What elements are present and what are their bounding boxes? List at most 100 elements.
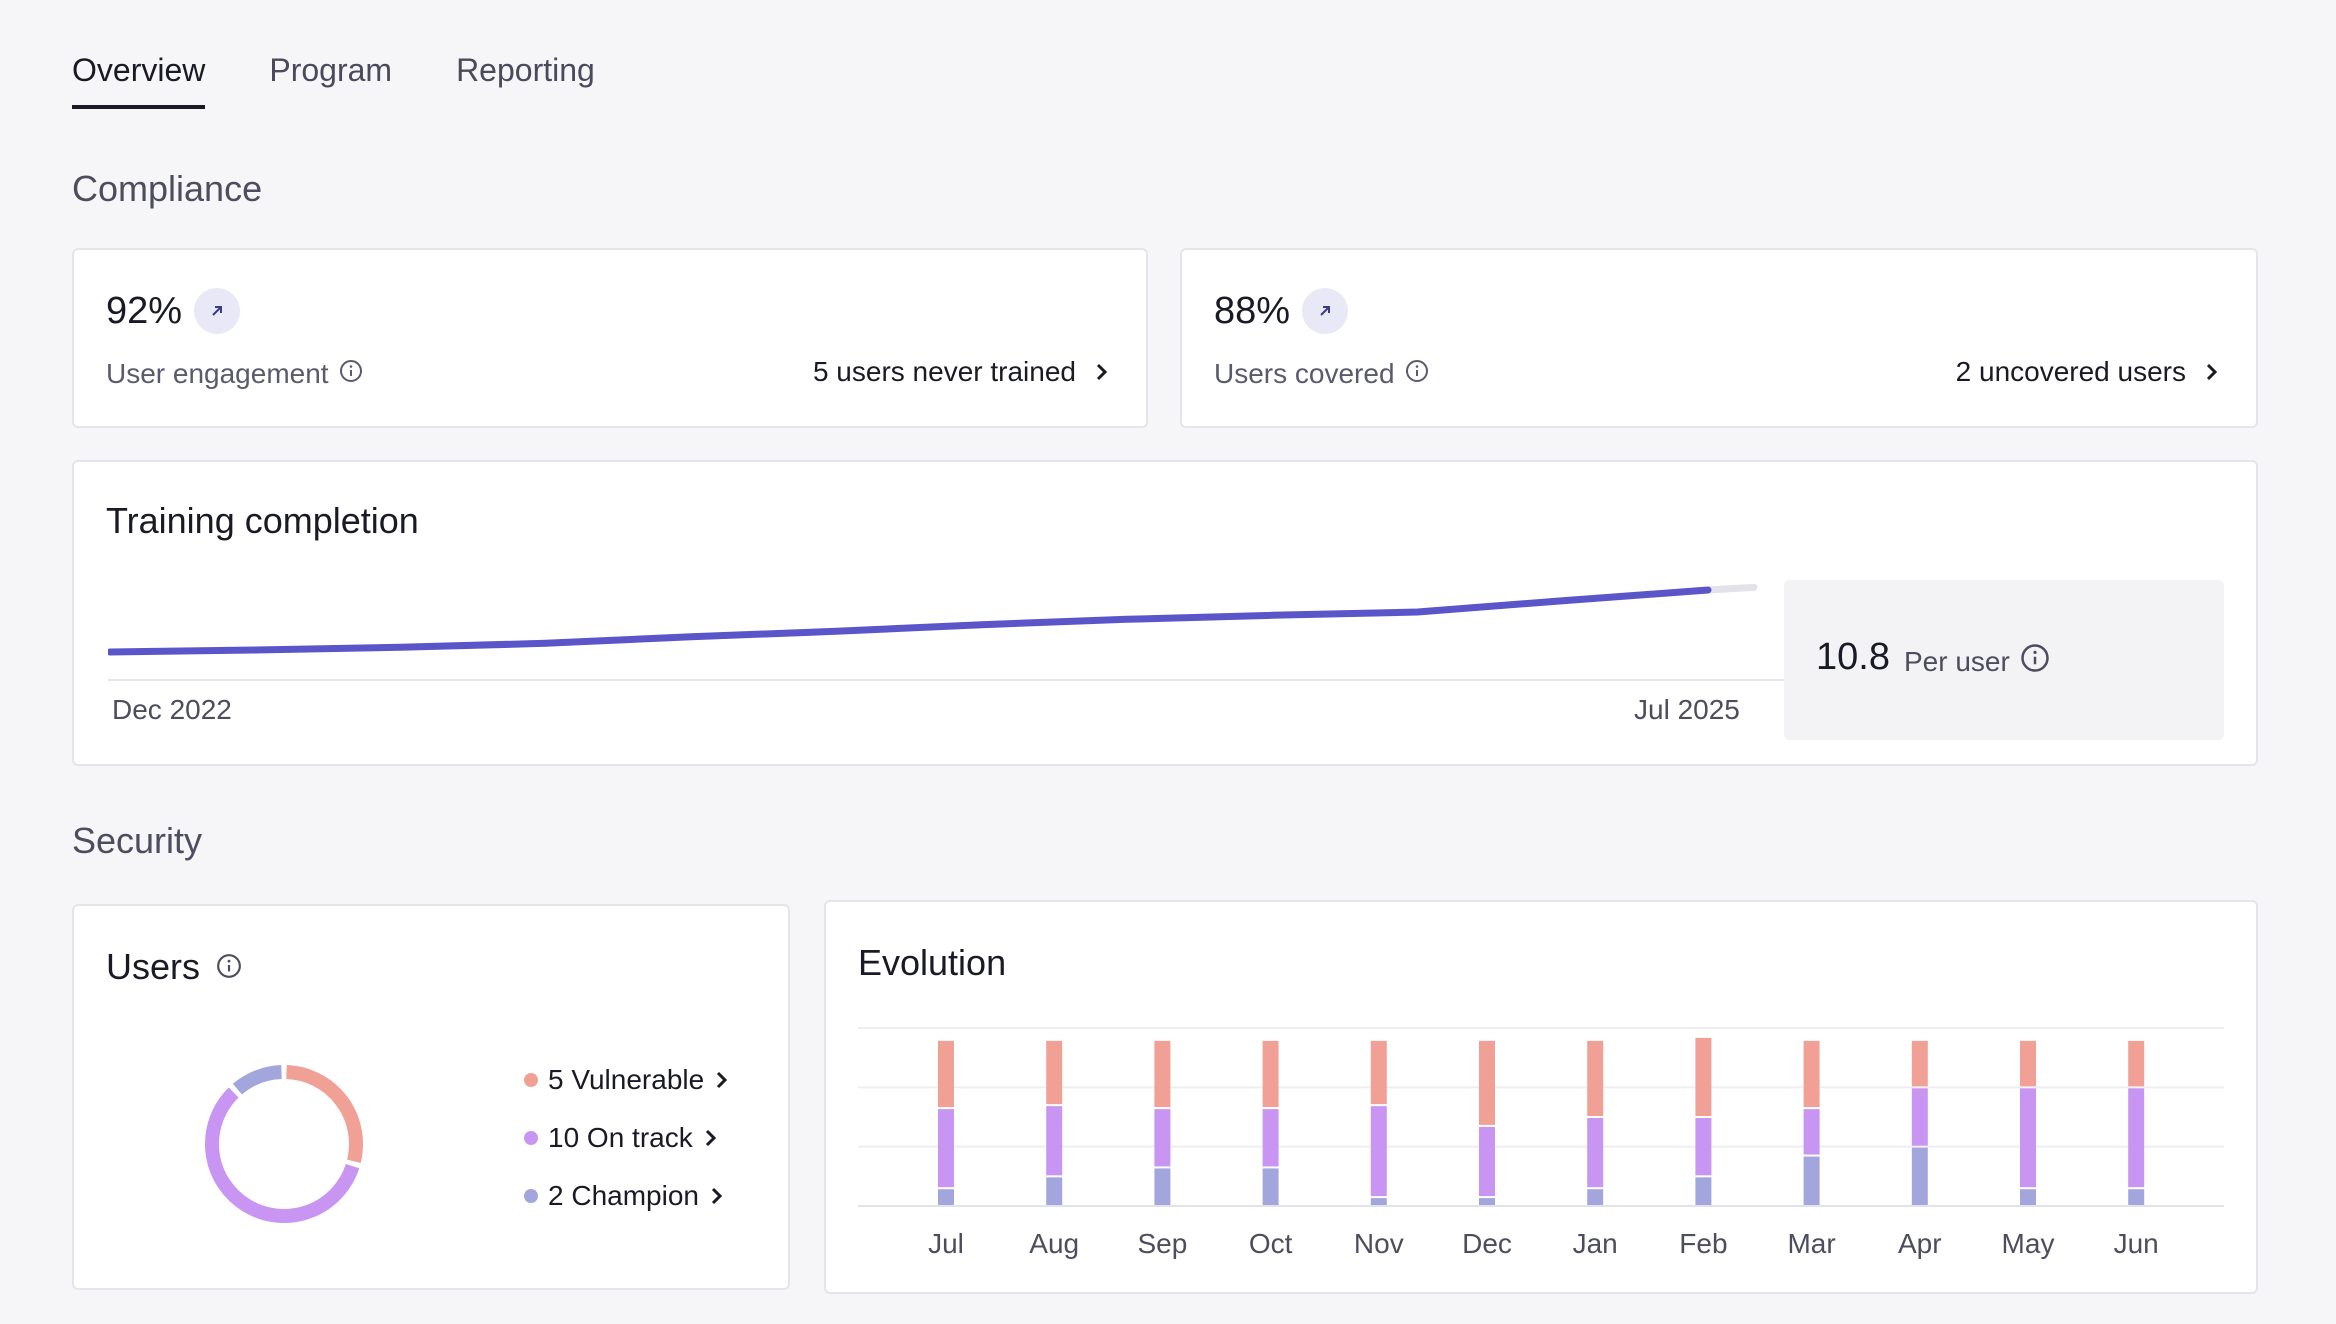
bar-on-track-aug [1046,1106,1063,1176]
bar-champion-jan [1587,1189,1604,1205]
chevron-right-icon [717,1071,728,1089]
tab-bar: Overview Program Reporting [72,52,595,109]
arrow-up-right-icon [194,288,241,334]
bar-vulnerable-nov [1370,1040,1387,1105]
evolution-bar-chart [858,1027,2224,1207]
month-label-sep: Sep [1137,1228,1188,1259]
month-label-aug: Aug [1029,1228,1080,1259]
legend-on-track-label: 10 On track [548,1122,693,1153]
uncovered-users-label: 2 uncovered users [1955,356,2186,387]
bar-champion-may [2020,1189,2036,1205]
coverage-metric: 88% [1214,288,1349,334]
donut-slice-champion [232,1065,283,1095]
info-icon[interactable] [1405,358,1429,390]
bar-champion-dec [1479,1198,1495,1205]
month-label-nov: Nov [1353,1228,1404,1259]
bar-champion-aug [1046,1177,1063,1205]
chevron-right-icon [711,1187,723,1205]
per-user-stat: 10.8 Per user [1784,580,2224,740]
bar-on-track-jul [938,1109,954,1188]
bar-vulnerable-may [2020,1040,2036,1087]
bar-on-track-jun [2128,1088,2145,1188]
info-icon[interactable] [2020,643,2050,680]
security-heading: Security [72,820,203,861]
on-track-dot [524,1131,538,1145]
bar-on-track-feb [1695,1118,1712,1176]
evolution-card: Evolution Jul Aug Sep Oct Nov Dec Jan Feb Mar Apr… [824,900,2258,1294]
engagement-metric: 92% [106,288,241,334]
users-title-row: Users [106,946,242,988]
uncovered-users-link[interactable]: 2 uncovered users [1956,356,2220,388]
bar-vulnerable-mar [1803,1040,1820,1108]
engagement-value: 92% [106,289,183,332]
coverage-value: 88% [1214,289,1291,332]
tab-program[interactable]: Program [269,52,393,88]
bar-vulnerable-oct [1262,1040,1279,1108]
coverage-label-row: Users covered [1214,358,1429,390]
month-label-jan: Jan [1572,1228,1618,1259]
bar-champion-sep [1154,1168,1171,1205]
chart-end-label: Jul 2025 [1634,694,1740,725]
bar-vulnerable-apr [1911,1040,1928,1087]
per-user-label: Per user [1904,645,2010,677]
donut-slice-vulnerable [286,1065,363,1163]
projection-segment [1704,583,1758,594]
legend-champion[interactable]: 2 Champion [524,1180,725,1212]
users-title: Users [106,946,201,987]
bar-on-track-may [2020,1088,2036,1188]
chevron-right-icon [1096,363,1108,381]
coverage-card: 88% Users covered 2 uncovered users [1180,248,2258,428]
chart-start-label: Dec 2022 [112,694,232,725]
month-label-may: May [2001,1228,2055,1259]
tab-overview[interactable]: Overview [72,52,206,109]
bar-champion-feb [1695,1177,1712,1205]
bar-champion-nov [1370,1198,1387,1205]
engagement-label-row: User engagement [106,358,363,390]
users-card: Users 5 Vulnerable 10 On track 2 Champio… [72,904,790,1290]
chevron-right-icon [705,1129,716,1147]
month-label-jun: Jun [2113,1228,2159,1259]
bar-champion-apr [1911,1147,1928,1205]
coverage-label: Users covered [1214,358,1395,389]
champion-dot [524,1189,538,1203]
legend-champion-label: 2 Champion [548,1180,699,1211]
info-icon[interactable] [339,358,363,390]
month-label-feb: Feb [1679,1228,1728,1259]
bar-on-track-sep [1154,1109,1171,1167]
engagement-card: 92% User engagement 5 users never traine… [72,248,1148,428]
bar-vulnerable-dec [1479,1040,1495,1125]
donut-slice-on-track [205,1087,360,1223]
bar-on-track-apr [1911,1088,1928,1146]
bar-champion-jun [2128,1189,2145,1205]
bar-vulnerable-feb [1695,1037,1712,1116]
month-label-dec: Dec [1462,1228,1512,1259]
bar-vulnerable-jan [1587,1040,1604,1116]
info-icon[interactable] [216,946,242,988]
users-never-trained-label: 5 users never trained [812,356,1076,387]
month-label-oct: Oct [1248,1228,1293,1259]
bar-vulnerable-sep [1154,1040,1171,1108]
per-user-label-row: Per user [1904,643,2050,680]
month-label-jul: Jul [928,1228,964,1259]
bar-vulnerable-jun [2128,1040,2145,1087]
arrow-up-right-icon [1302,288,1349,334]
legend-on-track[interactable]: 10 On track [524,1122,719,1154]
bar-vulnerable-jul [938,1040,954,1108]
chevron-right-icon [2206,363,2218,381]
bar-on-track-dec [1479,1126,1495,1197]
legend-vulnerable-label: 5 Vulnerable [548,1064,705,1095]
tab-reporting[interactable]: Reporting [456,52,595,88]
month-label-apr: Apr [1898,1228,1942,1259]
bar-champion-oct [1262,1168,1279,1205]
bar-vulnerable-aug [1046,1040,1063,1105]
training-completion-title: Training completion [106,500,419,541]
bar-champion-mar [1803,1156,1820,1205]
bar-champion-jul [938,1189,954,1205]
bar-on-track-mar [1803,1109,1820,1155]
compliance-heading: Compliance [72,168,263,209]
bar-on-track-nov [1370,1106,1387,1197]
training-line-chart [108,583,1838,681]
evolution-title: Evolution [858,942,1007,983]
legend-vulnerable[interactable]: 5 Vulnerable [524,1064,730,1096]
users-never-trained-link[interactable]: 5 users never trained [813,356,1110,388]
